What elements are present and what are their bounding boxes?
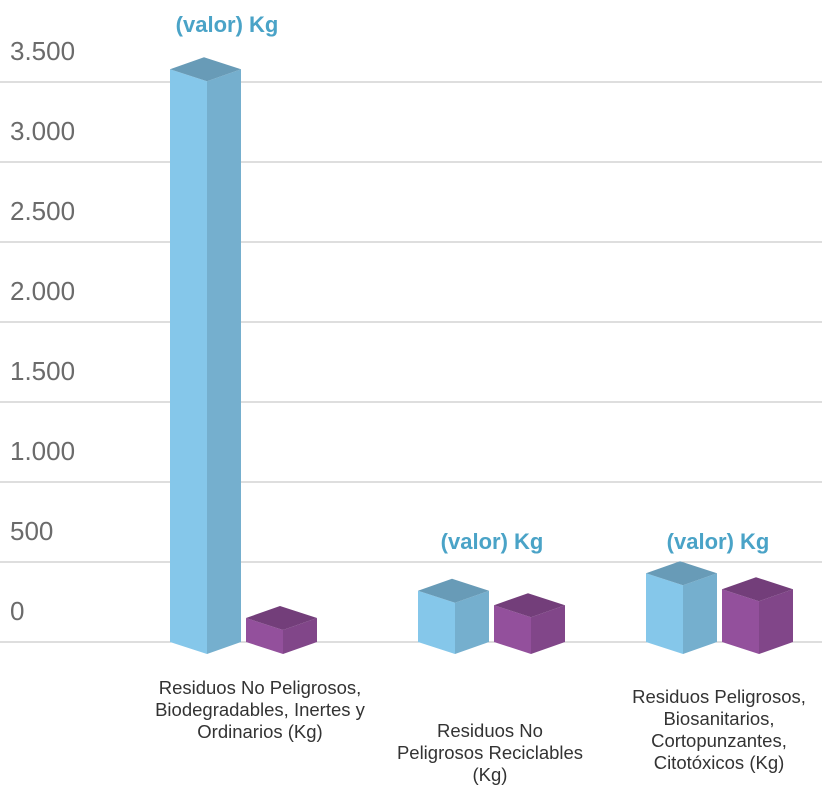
category-label: Residuos No Peligrosos, Biodegradables, … [150, 677, 370, 743]
y-tick-label: 3.500 [10, 36, 75, 66]
bar-front-face [170, 69, 207, 654]
y-tick-label: 2.500 [10, 196, 75, 226]
value-label: (valor) Kg [441, 529, 544, 554]
bar [646, 561, 717, 654]
bar [722, 577, 793, 654]
y-tick-label: 1.000 [10, 436, 75, 466]
category-label: Residuos Peligrosos, Biosanitarios, Cort… [605, 686, 833, 774]
y-tick-label: 3.000 [10, 116, 75, 146]
y-tick-label: 2.000 [10, 276, 75, 306]
bar [494, 593, 565, 654]
y-axis-ticks: 0 500 1.000 1.500 2.000 2.500 3.000 3.500 [10, 36, 75, 626]
bar [170, 57, 241, 654]
value-label: (valor) Kg [176, 12, 279, 37]
y-tick-label: 500 [10, 516, 53, 546]
y-tick-label: 0 [10, 596, 24, 626]
category-label: Residuos No Peligrosos Reciclables (Kg) [395, 720, 585, 786]
bar [418, 579, 489, 654]
y-tick-label: 1.500 [10, 356, 75, 386]
gridlines [0, 82, 822, 642]
bar-front-face [646, 573, 683, 654]
value-labels: (valor) Kg (valor) Kg (valor) Kg [176, 12, 770, 554]
bar-side-face [683, 573, 717, 654]
value-label: (valor) Kg [667, 529, 770, 554]
bars [170, 57, 793, 654]
bar-side-face [207, 69, 241, 654]
bar [246, 606, 317, 654]
